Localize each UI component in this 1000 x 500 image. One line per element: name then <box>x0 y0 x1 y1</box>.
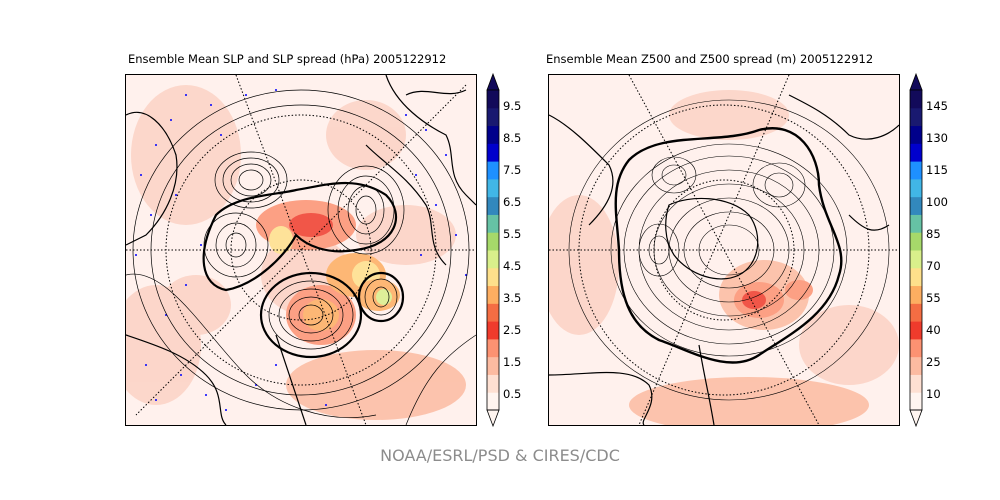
colorbar-segment <box>910 161 922 180</box>
colorbar-segment <box>487 267 499 287</box>
colorbar-segment <box>910 356 922 375</box>
colorbar-segment <box>910 178 922 198</box>
colorbar-segment <box>910 125 922 144</box>
colorbar-segment <box>910 392 922 411</box>
colorbar-segment <box>910 90 922 109</box>
colorbar-segment <box>910 321 922 340</box>
colorbar-tick-label: 9.5 <box>503 99 522 113</box>
colorbar-segment <box>487 107 499 127</box>
left-panel-title: Ensemble Mean SLP and SLP spread (hPa) 2… <box>128 52 447 66</box>
slp-contours <box>126 89 476 425</box>
colorbar-segment <box>910 267 922 287</box>
colorbar-tick-label: 6.5 <box>503 195 522 209</box>
colorbar-segment <box>487 392 499 411</box>
colorbar-segment <box>910 107 922 127</box>
colorbar-segment <box>487 232 499 251</box>
slp-spread-colorbar <box>486 72 500 428</box>
colorbar-tick-label: 85 <box>926 227 941 241</box>
colorbar-segment <box>910 232 922 251</box>
z500-spread-map <box>548 74 900 426</box>
colorbar-segment <box>487 250 499 269</box>
colorbar-extend-max <box>486 72 500 91</box>
colorbar-tick-label: 130 <box>926 131 948 145</box>
colorbar-tick-label: 2.5 <box>503 323 522 337</box>
colorbar-frame <box>486 89 500 411</box>
slp-bold-contours <box>202 182 405 359</box>
colorbar-segment <box>487 178 499 198</box>
slp-spread-shading <box>126 85 466 420</box>
colorbar-segment <box>910 338 922 358</box>
colorbar-segment <box>487 356 499 375</box>
graticule <box>549 75 899 425</box>
colorbar-tick-label: 10 <box>926 387 941 401</box>
graticule <box>126 75 476 425</box>
colorbar-segment <box>487 321 499 340</box>
colorbar-segment <box>910 285 922 304</box>
station-dots <box>135 89 467 411</box>
colorbar-tick-label: 1.5 <box>503 355 522 369</box>
colorbar-tick-label: 3.5 <box>503 291 522 305</box>
colorbar-tick-label: 100 <box>926 195 948 209</box>
z500-contours <box>568 99 890 401</box>
colorbar-tick-label: 5.5 <box>503 227 522 241</box>
colorbar-extend-min <box>486 409 500 428</box>
colorbar-segment <box>910 250 922 269</box>
colorbar-extend-min <box>909 409 923 428</box>
colorbar-segment <box>487 196 499 215</box>
credit-text: NOAA/ESRL/PSD & CIRES/CDC <box>380 446 620 465</box>
colorbar-segment <box>487 125 499 144</box>
colorbar-tick-label: 40 <box>926 323 941 337</box>
colorbar-segment <box>487 161 499 180</box>
colorbar-tick-label: 4.5 <box>503 259 522 273</box>
colorbar-segment <box>487 338 499 358</box>
colorbar-segment <box>910 214 922 233</box>
z500-spread-shading <box>549 90 899 425</box>
colorbar-tick-label: 7.5 <box>503 163 522 177</box>
colorbar-segment <box>910 143 922 162</box>
colorbar-tick-label: 0.5 <box>503 387 522 401</box>
colorbar-tick-label: 70 <box>926 259 941 273</box>
colorbar-tick-label: 25 <box>926 355 941 369</box>
colorbar-tick-label: 115 <box>926 163 948 177</box>
colorbar-tick-label: 55 <box>926 291 941 305</box>
colorbar-tick-label: 145 <box>926 99 948 113</box>
colorbar-segment <box>487 90 499 109</box>
slp-spread-map <box>125 74 477 426</box>
colorbar-segment <box>910 196 922 215</box>
colorbar-segment <box>487 374 499 393</box>
colorbar-segment <box>487 285 499 304</box>
colorbar-segment <box>487 303 499 322</box>
z500-bold-contour <box>614 127 843 364</box>
colorbar-segment <box>910 374 922 393</box>
colorbar-extend-max <box>909 72 923 91</box>
colorbar-segment <box>910 303 922 322</box>
colorbar-segment <box>487 143 499 162</box>
z500-spread-colorbar <box>909 72 923 428</box>
colorbar-frame <box>909 89 923 411</box>
colorbar-segment <box>487 214 499 233</box>
coastlines <box>126 75 476 425</box>
colorbar-tick-label: 8.5 <box>503 131 522 145</box>
right-panel-title: Ensemble Mean Z500 and Z500 spread (m) 2… <box>546 52 874 66</box>
